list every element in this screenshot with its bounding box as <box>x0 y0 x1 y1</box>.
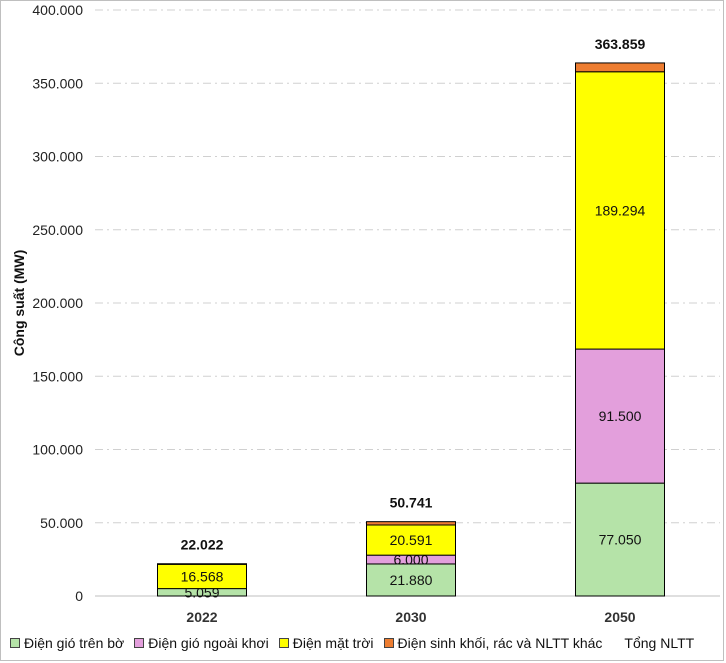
total-label: 22.022 <box>181 537 224 553</box>
data-label: 16.568 <box>181 568 224 584</box>
x-tick-label: 2030 <box>395 609 426 625</box>
y-tick-label: 200.000 <box>32 295 83 311</box>
legend-label: Điện sinh khối, rác và NLTT khác <box>397 635 603 651</box>
data-label: 91.500 <box>599 408 642 424</box>
data-label: 77.050 <box>599 532 642 548</box>
data-label: 189.294 <box>595 202 646 218</box>
x-tick-label: 2050 <box>604 609 635 625</box>
data-label: 21.880 <box>390 572 433 588</box>
y-tick-label: 400.000 <box>32 2 83 18</box>
y-tick-label: 250.000 <box>32 222 83 238</box>
bar-segment <box>575 71 665 350</box>
x-axis-ticks: 2022 2030 2050 <box>186 609 635 625</box>
data-label: 20.591 <box>390 532 433 548</box>
legend-label: Điện mặt trời <box>292 635 374 651</box>
legend-item: Điện sinh khối, rác và NLTT khác <box>383 635 603 651</box>
bar-segment <box>157 563 247 565</box>
legend-swatch <box>134 638 145 648</box>
bar-segment <box>575 348 665 484</box>
legend-item: Điện gió trên bờ <box>10 635 124 651</box>
bar-segment <box>366 524 456 556</box>
bar-segment <box>575 62 665 73</box>
legend-swatch <box>278 638 289 648</box>
x-tick-label: 2022 <box>186 609 217 625</box>
bar-segment <box>366 563 456 597</box>
y-tick-label: 0 <box>75 588 83 604</box>
legend-item: Điện mặt trời <box>278 635 374 651</box>
legend: Điện gió trên bờ Điện gió ngoài khơi Điện … <box>10 632 720 654</box>
legend-item: Điện gió ngoài khơi <box>134 635 269 651</box>
legend-swatch <box>10 638 20 648</box>
legend-item-total: Tổng NLTT <box>624 635 694 651</box>
y-tick-label: 50.000 <box>40 515 83 531</box>
bar-segment <box>366 521 456 526</box>
bar-segment <box>157 563 247 590</box>
y-tick-label: 100.000 <box>32 442 83 458</box>
bar-segment <box>575 482 665 597</box>
y-axis-label: Công suất (MW) <box>11 250 27 357</box>
y-tick-label: 300.000 <box>32 149 83 165</box>
total-label: 50.741 <box>390 495 433 511</box>
legend-label: Điện gió ngoài khơi <box>148 635 269 651</box>
legend-label: Tổng NLTT <box>624 635 695 651</box>
y-tick-label: 350.000 <box>32 75 83 91</box>
bars: 5.05916.56822.02221.8806.00020.59150.741… <box>157 36 665 600</box>
legend-swatch <box>383 638 394 648</box>
y-tick-label: 150.000 <box>32 368 83 384</box>
total-label: 363.859 <box>595 36 646 52</box>
legend-label: Điện gió trên bờ <box>24 635 125 651</box>
y-axis-ticks: 0 50.000 100.000 150.000 200.000 250.000 300.0… <box>32 2 83 604</box>
